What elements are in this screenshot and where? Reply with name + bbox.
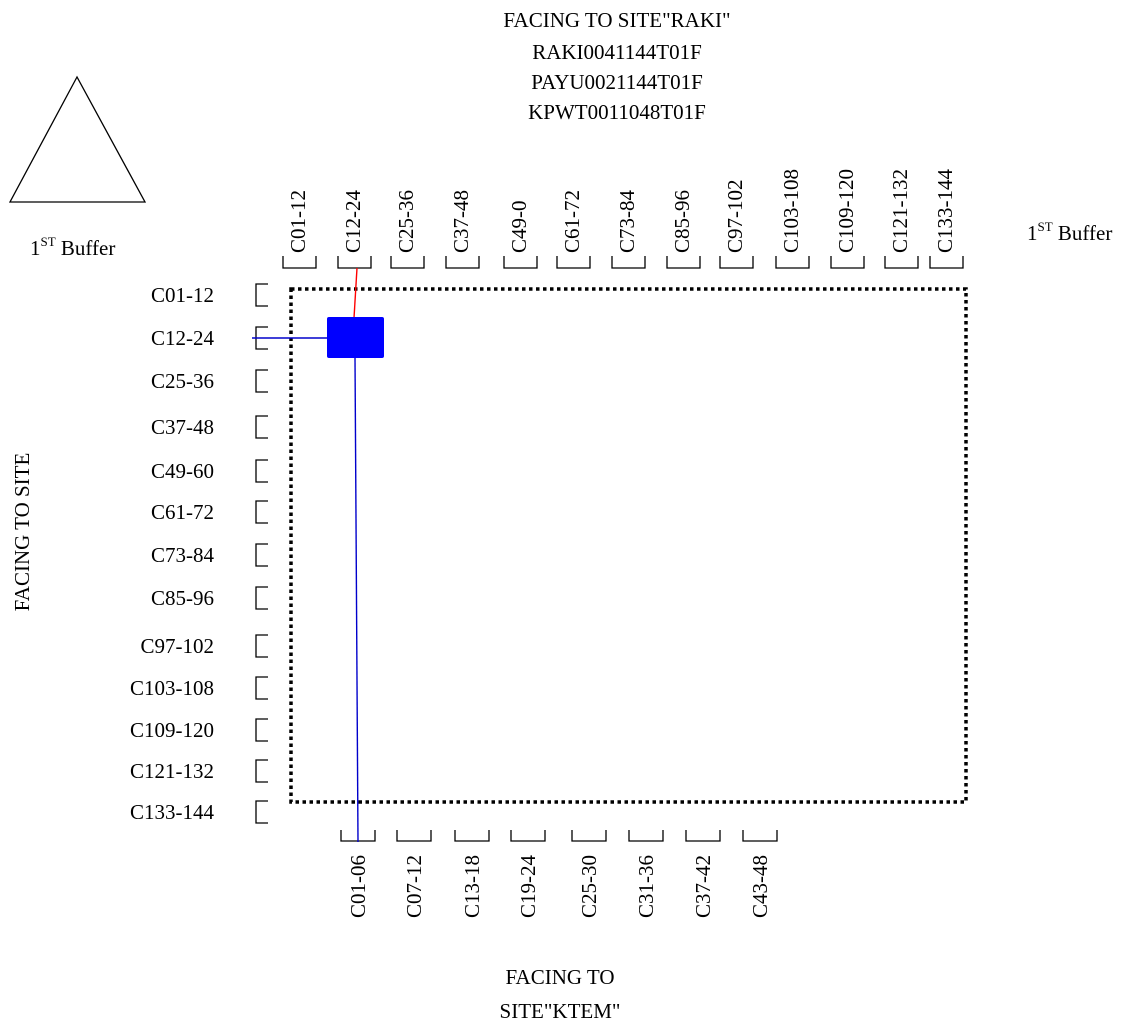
red-fiber-line [353, 267, 358, 319]
top-port-group: C01-12 C12-24 C25-36 C37-48 C49-0 C61-72 C73-8… [282, 169, 964, 269]
bottom-port-label: C31-36 [634, 855, 658, 918]
left-port-bracket [255, 718, 268, 742]
header-title-line: FACING TO SITE"RAKI" [503, 8, 730, 32]
buffer-label-right: 1ST Buffer [1027, 219, 1112, 245]
bottom-port-label: C01-06 [346, 855, 370, 918]
header-title-line: RAKI0041144T01F [532, 40, 702, 64]
left-port-bracket [255, 283, 268, 307]
left-port-bracket [255, 415, 268, 439]
left-port-label: C49-60 [151, 459, 214, 483]
footer-title: FACING TO SITE"KTEM" [500, 965, 621, 1023]
top-port-label: C109-120 [834, 169, 858, 253]
left-port-bracket [255, 634, 268, 658]
closure-outline [289, 287, 968, 804]
bottom-port-label: C19-24 [516, 855, 540, 919]
left-port-bracket [255, 800, 268, 824]
top-port-bracket [337, 256, 372, 269]
top-port-label: C49-0 [507, 201, 531, 254]
top-port-label: C01-12 [286, 190, 310, 253]
footer-title-line: SITE"KTEM" [500, 999, 621, 1023]
left-port-bracket [255, 459, 268, 483]
left-port-label: C73-84 [151, 543, 215, 567]
top-port-bracket [611, 256, 646, 269]
left-port-label: C01-12 [151, 283, 214, 307]
left-port-group: C01-12 C12-24 C25-36 C37-48 C49-60 C61-72 C73-… [130, 283, 268, 824]
top-port-label: C85-96 [670, 190, 694, 253]
left-port-label: C133-144 [130, 800, 215, 824]
left-port-bracket [255, 586, 268, 610]
top-port-label: C133-144 [933, 169, 957, 254]
top-port-label: C25-36 [394, 190, 418, 253]
top-port-bracket [390, 256, 425, 269]
left-port-label: C37-48 [151, 415, 214, 439]
bottom-port-label: C13-18 [460, 855, 484, 918]
left-port-label: C97-102 [141, 634, 215, 658]
left-port-bracket [255, 676, 268, 700]
header-title-line: KPWT0011048T01F [528, 100, 706, 124]
top-port-label: C103-108 [779, 169, 803, 253]
side-facing-label: FACING TO SITE [10, 453, 34, 612]
left-port-bracket [255, 500, 268, 524]
blue-fiber-line-down [354, 356, 359, 843]
top-port-bracket [884, 256, 919, 269]
north-triangle-icon [8, 75, 147, 203]
top-port-bracket [556, 256, 591, 269]
left-port-bracket [255, 759, 268, 783]
left-port-label: C12-24 [151, 326, 215, 350]
bottom-port-bracket [685, 830, 721, 842]
top-port-label: C73-84 [615, 190, 639, 254]
left-port-bracket [255, 369, 268, 393]
top-port-bracket [445, 256, 480, 269]
left-port-label: C103-108 [130, 676, 214, 700]
left-port-label: C25-36 [151, 369, 214, 393]
top-port-bracket [929, 256, 964, 269]
bottom-port-label: C43-48 [748, 855, 772, 918]
top-port-label: C12-24 [341, 190, 365, 254]
top-port-bracket [775, 256, 810, 269]
bottom-port-bracket [510, 830, 546, 842]
top-port-label: C97-102 [723, 180, 747, 254]
top-port-bracket [719, 256, 754, 269]
splice-block[interactable] [327, 317, 384, 358]
bottom-port-bracket [628, 830, 664, 842]
left-port-label: C61-72 [151, 500, 214, 524]
bottom-port-label: C37-42 [691, 855, 715, 918]
top-port-label: C121-132 [888, 169, 912, 253]
left-port-label: C109-120 [130, 718, 214, 742]
bottom-port-bracket [742, 830, 778, 842]
bottom-port-label: C07-12 [402, 855, 426, 918]
buffer-label-left: 1ST Buffer [30, 234, 115, 260]
top-port-bracket [830, 256, 865, 269]
header-title-line: PAYU0021144T01F [531, 70, 703, 94]
top-port-bracket [282, 256, 317, 269]
top-port-bracket [503, 256, 538, 269]
bottom-port-bracket [571, 830, 607, 842]
bottom-port-bracket [396, 830, 432, 842]
top-port-bracket [666, 256, 701, 269]
bottom-port-bracket [454, 830, 490, 842]
left-port-bracket [255, 543, 268, 567]
header-title: FACING TO SITE"RAKI" RAKI0041144T01F PAY… [503, 8, 730, 124]
bottom-port-label: C25-30 [577, 855, 601, 918]
top-port-label: C37-48 [449, 190, 473, 253]
left-port-label: C121-132 [130, 759, 214, 783]
bottom-port-group: C01-06 C07-12 C13-18 C19-24 C25-30 C31-36 C37-… [340, 830, 778, 919]
left-port-label: C85-96 [151, 586, 214, 610]
footer-title-line: FACING TO [505, 965, 614, 989]
top-port-label: C61-72 [560, 190, 584, 253]
